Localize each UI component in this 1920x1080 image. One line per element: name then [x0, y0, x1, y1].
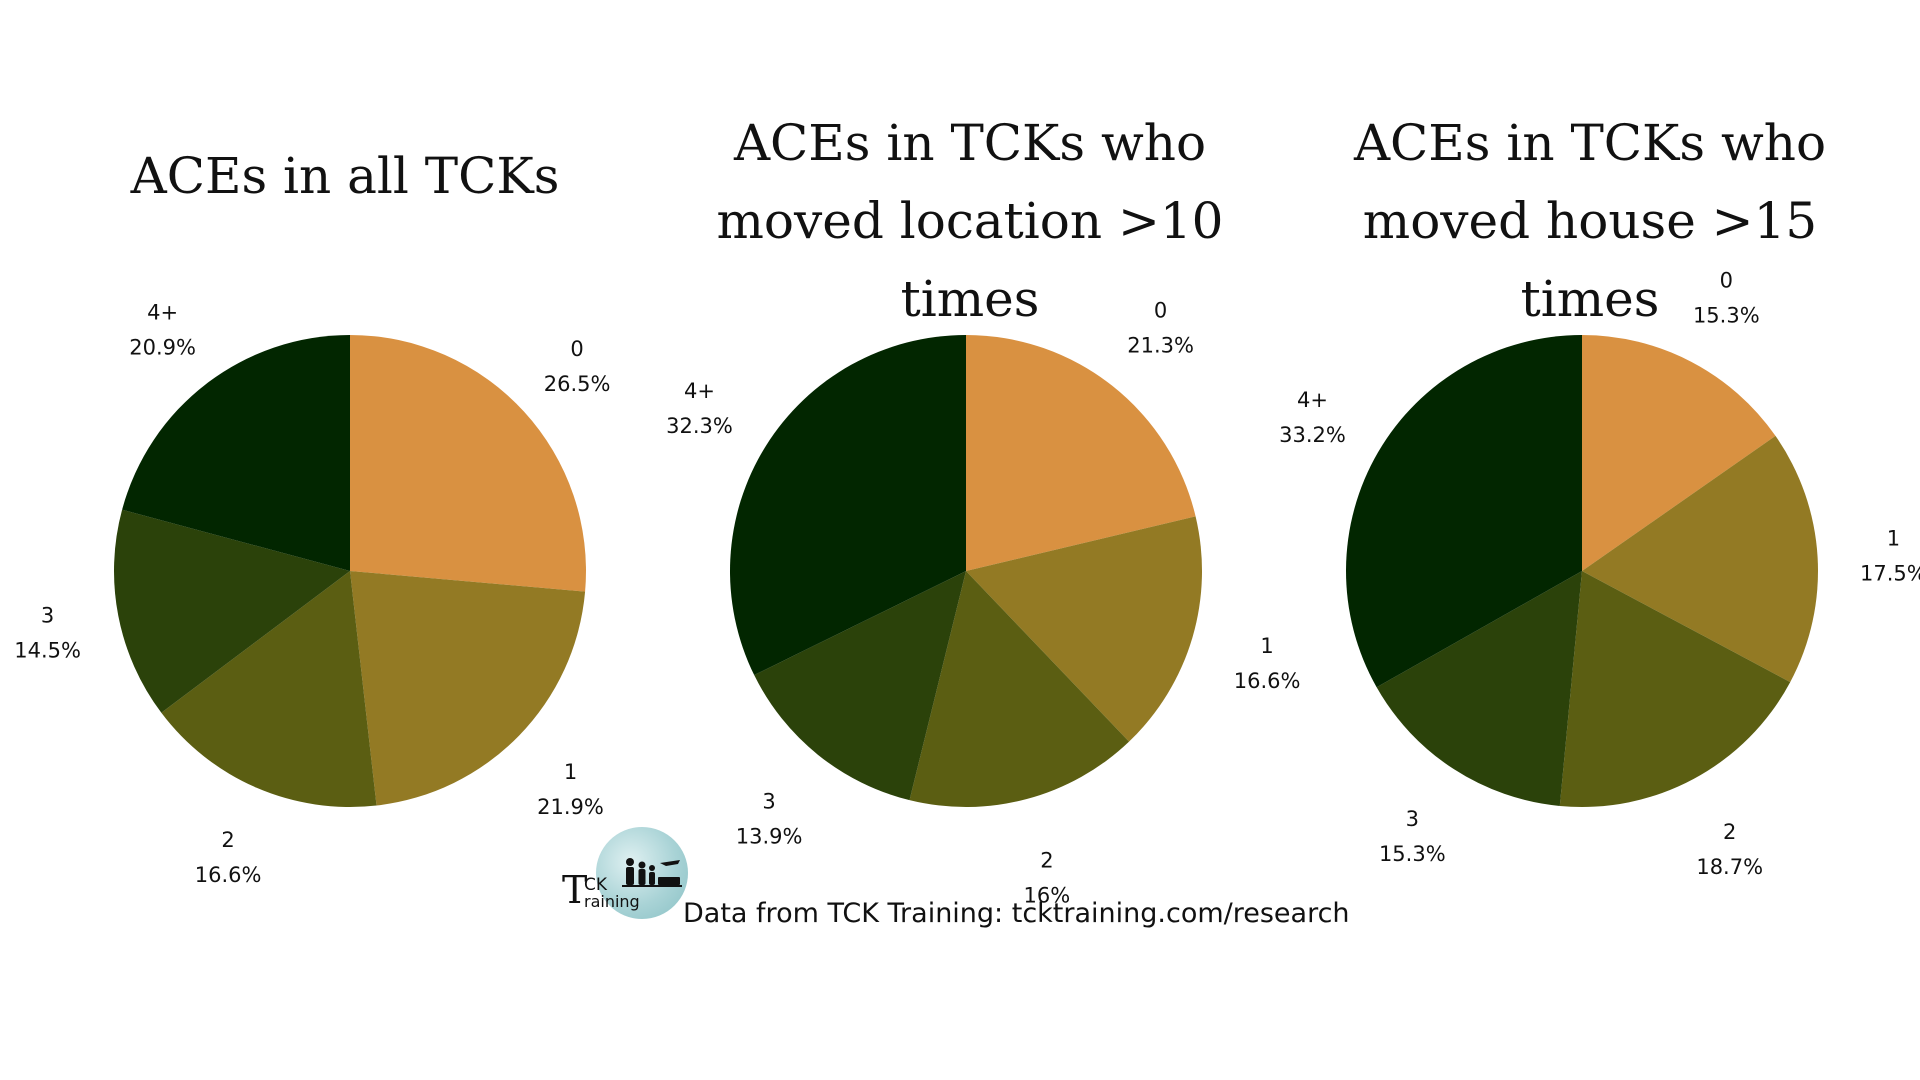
- pie-slice-1: [350, 571, 586, 806]
- pie-category-label: 4+: [147, 301, 178, 325]
- pie-category-label: 0: [570, 337, 583, 361]
- pie-slice-4plus: [122, 335, 350, 571]
- pie-category-label: 1: [564, 760, 577, 784]
- pie-slice-0: [966, 335, 1196, 571]
- pie-value-label: 13.9%: [736, 825, 803, 849]
- pie-slice-3: [1376, 571, 1582, 806]
- pie-category-label: 2: [1040, 848, 1053, 872]
- chart-title-all-tcks: ACEs in all TCKs: [80, 137, 610, 215]
- pie-slice-1: [966, 516, 1203, 742]
- data-source-note: Data from TCK Training: tcktraining.com/…: [683, 898, 1350, 929]
- pie-value-label: 17.5%: [1860, 561, 1920, 585]
- pie-slice-3: [754, 571, 966, 801]
- logo-text-training: raining: [584, 892, 640, 911]
- pie-value-label: 16.6%: [195, 863, 262, 887]
- pie-value-label: 26.5%: [544, 372, 611, 396]
- pie-value-label: 15.3%: [1379, 842, 1446, 866]
- pie-value-label: 32.3%: [666, 414, 733, 438]
- pie-category-label: 2: [1723, 820, 1736, 844]
- chart-title-moved-house: ACEs in TCKs who moved house >15 times: [1290, 104, 1890, 338]
- pie-value-label: 21.3%: [1127, 334, 1194, 358]
- pie-slice-3: [114, 509, 350, 713]
- pie-slice-4plus: [1346, 335, 1582, 688]
- pie-slice-2: [161, 571, 377, 807]
- pie-value-label: 33.2%: [1279, 423, 1346, 447]
- pie-value-label: 21.9%: [537, 795, 604, 819]
- pie-category-label: 1: [1260, 634, 1273, 658]
- pie-value-label: 14.5%: [14, 638, 81, 662]
- family-silhouette-icon: [622, 858, 682, 887]
- pie-category-label: 0: [1720, 268, 1733, 292]
- logo-letter-t: T: [562, 868, 588, 912]
- pie-category-label: 3: [1406, 807, 1419, 831]
- pie-value-label: 18.7%: [1696, 855, 1763, 879]
- chart-title-line: ACEs in TCKs who: [1353, 114, 1827, 172]
- chart-title-line: ACEs in TCKs who: [733, 114, 1207, 172]
- pie-category-label: 0: [1154, 299, 1167, 323]
- chart-title-moved-location: ACEs in TCKs who moved location >10 time…: [640, 104, 1300, 338]
- tck-training-logo: T CK raining: [562, 827, 692, 927]
- chart-title-line: ACEs in all TCKs: [130, 147, 560, 205]
- pie-category-label: 2: [221, 828, 234, 852]
- pie-category-label: 4+: [684, 379, 715, 403]
- pie-value-label: 15.3%: [1693, 303, 1760, 327]
- pie-chart-2: 0 21.3% 1 16.6% 2 16% 3 13.9% 4+ 32.3%: [666, 299, 1300, 908]
- pie-category-label: 1: [1887, 526, 1900, 550]
- pie-category-label: 3: [762, 790, 775, 814]
- pie-slice-2: [909, 571, 1130, 807]
- pie-value-label: 20.9%: [129, 336, 196, 360]
- pie-chart-3: 0 15.3% 1 17.5% 2 18.7% 3 15.3% 4+ 33.2%: [1279, 268, 1920, 878]
- pie-slice-0: [1582, 335, 1776, 571]
- pie-slice-2: [1559, 571, 1791, 807]
- pie-slice-1: [1582, 435, 1819, 683]
- chart-title-line: moved house >15 times: [1362, 192, 1818, 328]
- pie-value-label: 16.6%: [1234, 669, 1301, 693]
- pie-chart-1: 0 26.5% 1 21.9% 2 16.6% 3 14.5% 4+ 20.9%: [14, 301, 610, 887]
- chart-title-line: moved location >10 times: [716, 192, 1224, 328]
- pie-category-label: 3: [41, 603, 54, 627]
- pie-slice-0: [350, 335, 586, 592]
- pie-value-label: 16%: [1024, 883, 1071, 907]
- pie-category-label: 4+: [1297, 388, 1328, 412]
- logo-text-ck: CK: [584, 875, 608, 895]
- pie-slice-4plus: [729, 335, 966, 676]
